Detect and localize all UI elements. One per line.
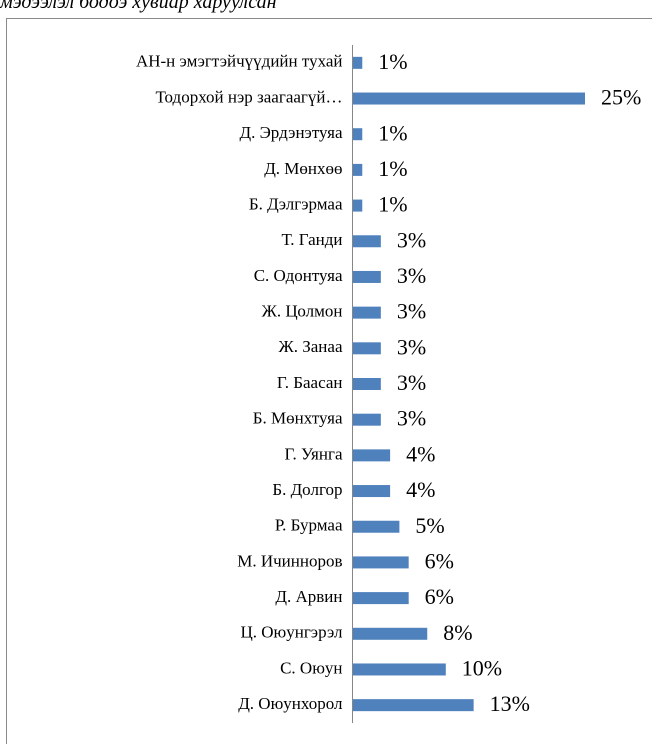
bar-3 xyxy=(353,163,363,176)
bar-12 xyxy=(353,485,391,498)
value-label-11: 4% xyxy=(406,441,435,466)
bar-9 xyxy=(353,378,381,390)
value-label-1: 25% xyxy=(601,85,641,110)
category-label-5: Т. Ганди xyxy=(282,230,343,249)
value-label-4: 1% xyxy=(378,192,407,217)
bars-group xyxy=(353,56,585,712)
category-label-12: Б. Долгор xyxy=(272,480,342,499)
value-label-13: 5% xyxy=(415,513,444,538)
category-label-4: Б. Дэлгэрмаа xyxy=(249,194,343,213)
category-labels-group: АН-н эмэгтэйчүүдийн тухай Тодорхой нэр за… xyxy=(136,52,343,713)
category-label-6: С. Одонтуяа xyxy=(254,266,343,285)
value-label-14: 6% xyxy=(425,548,454,573)
bar-7 xyxy=(353,306,381,319)
value-label-10: 3% xyxy=(397,406,426,431)
category-label-16: Ц. Оюунгэрэл xyxy=(240,623,343,642)
value-label-17: 10% xyxy=(462,656,502,681)
category-label-9: Г. Баасан xyxy=(277,373,343,392)
bar-18 xyxy=(353,699,474,712)
bar-8 xyxy=(353,342,381,355)
value-label-3: 1% xyxy=(378,156,407,181)
category-label-18: Д. Оюунхорол xyxy=(238,694,343,713)
bar-1 xyxy=(353,92,585,105)
bar-13 xyxy=(353,520,400,533)
bar-11 xyxy=(353,449,391,462)
value-label-2: 1% xyxy=(378,120,407,145)
category-label-0: АН-н эмэгтэйчүүдийн тухай xyxy=(136,52,343,71)
bar-6 xyxy=(353,270,381,283)
category-label-11: Г. Уянга xyxy=(285,444,343,463)
bar-5 xyxy=(353,235,381,248)
bar-16 xyxy=(353,627,428,640)
bar-4 xyxy=(353,199,363,212)
value-label-8: 3% xyxy=(397,334,426,359)
category-label-17: С. Оюун xyxy=(280,658,342,677)
value-label-18: 13% xyxy=(490,691,530,716)
value-label-0: 1% xyxy=(378,49,407,74)
value-label-16: 8% xyxy=(443,620,472,645)
bar-0 xyxy=(353,56,363,69)
chart-frame xyxy=(6,18,652,744)
value-label-9: 3% xyxy=(397,370,426,395)
category-label-2: Д. Эрдэнэтуяа xyxy=(239,123,342,142)
category-label-7: Ж. Цолмон xyxy=(262,302,343,321)
bar-17 xyxy=(353,663,446,676)
category-label-8: Ж. Занаа xyxy=(279,337,343,356)
value-label-15: 6% xyxy=(425,584,454,609)
value-label-7: 3% xyxy=(397,299,426,324)
category-label-15: Д. Арвин xyxy=(275,587,342,606)
value-labels-group: 1% 25% 1% 1% 1% 3% 3% 3% 3% 3% 3% 4% 4% 5% 6% 6% 8% 10% 13… xyxy=(378,49,641,716)
value-label-12: 4% xyxy=(406,477,435,502)
bar-15 xyxy=(353,592,409,605)
chart-heading: мэдээлэл бодоэ хувиар харуулсан xyxy=(0,0,277,13)
bar-10 xyxy=(353,413,381,426)
category-label-10: Б. Мөнхтуяа xyxy=(253,409,343,428)
category-label-1: Тодорхой нэр заагаагүй… xyxy=(155,87,342,106)
bar-14 xyxy=(353,556,409,569)
bar-2 xyxy=(353,128,363,141)
category-label-13: Р. Бурмаа xyxy=(275,516,343,535)
category-label-14: М. Ичинноров xyxy=(237,551,342,570)
value-label-6: 3% xyxy=(397,263,426,288)
category-label-3: Д. Мөнхөө xyxy=(264,159,342,178)
value-label-5: 3% xyxy=(397,227,426,252)
